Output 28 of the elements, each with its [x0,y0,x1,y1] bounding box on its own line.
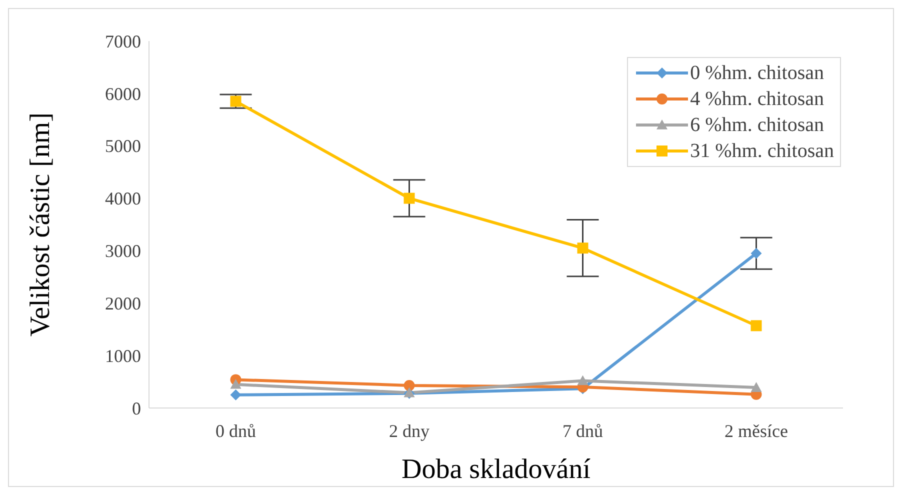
point [230,96,242,107]
y-tick-label: 1000 [105,346,141,366]
point [577,375,588,386]
point [750,248,762,259]
y-tick-label: 5000 [105,136,141,156]
legend-label: 6 %hm. chitosan [690,114,824,136]
y-tick-label: 3000 [105,241,141,262]
point [404,380,415,391]
legend-label: 4 %hm. chitosan [690,88,824,110]
point [750,382,762,392]
point [750,320,762,332]
x-tick-label: 2 dny [389,420,430,441]
y-tick-label: 6000 [105,84,141,104]
legend-label: 31 %hm. chitosan [690,140,834,162]
x-tick-label: 0 dnů [216,420,256,441]
y-tick-label: 4000 [105,188,141,209]
point [577,242,588,254]
legend-label: 0 %hm. chitosan [690,62,824,84]
y-tick-label: 2000 [105,294,141,314]
y-axis-title: Velikost částic [nm] [24,112,56,336]
x-axis-title: Doba skladování [402,454,591,485]
y-tick-label: 0 [132,398,141,418]
point [230,378,242,389]
point [404,192,415,204]
y-tick-label: 7000 [105,31,141,52]
point [230,389,242,400]
x-tick-label: 7 dnů [562,420,603,441]
x-tick-label: 2 měsíce [724,420,788,441]
